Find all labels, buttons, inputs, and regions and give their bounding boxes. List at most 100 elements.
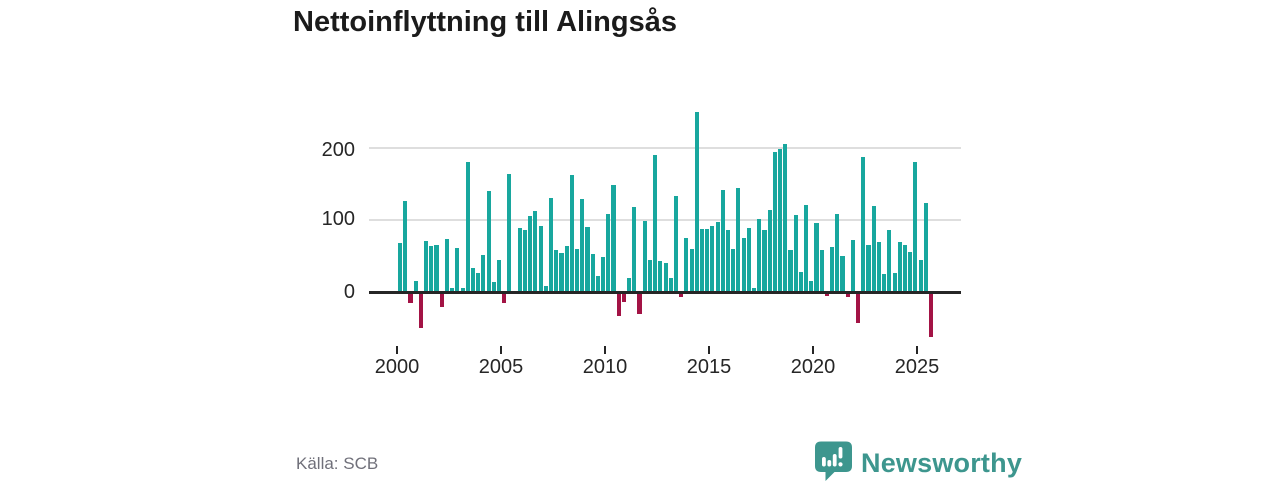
bar [856, 292, 861, 323]
bar [595, 276, 600, 292]
bar [673, 195, 679, 292]
bar [699, 229, 705, 292]
bar [705, 229, 710, 292]
bar [637, 292, 642, 314]
bar [653, 154, 658, 292]
bar [627, 278, 632, 292]
bar [772, 151, 777, 292]
bar [632, 207, 637, 292]
bar [913, 162, 918, 292]
bar [783, 143, 788, 292]
bar [736, 188, 741, 292]
bar [689, 248, 694, 292]
x-axis-label-2025: 2025 [894, 356, 940, 378]
bar [418, 292, 423, 328]
bar [679, 292, 684, 297]
bar [715, 222, 720, 292]
bar [429, 245, 434, 292]
x-tick-2000 [396, 346, 398, 354]
bar [725, 230, 731, 292]
bar [887, 230, 892, 292]
bar [658, 261, 663, 292]
bar [538, 225, 543, 292]
bar [731, 248, 736, 292]
bar [819, 249, 824, 292]
bar [757, 219, 762, 292]
bar [590, 253, 595, 292]
newsworthy-logo-text: Newsworthy [861, 448, 1023, 478]
x-axis-label-2005: 2005 [478, 356, 524, 378]
bar [897, 242, 902, 292]
bar [585, 227, 590, 292]
bar [476, 272, 481, 292]
bar [793, 215, 798, 292]
gridline-100 [369, 219, 961, 221]
bar [767, 209, 772, 292]
bar [486, 190, 491, 292]
newsworthy-logo: Newsworthy [814, 441, 1022, 486]
bar [470, 267, 476, 292]
bar [824, 292, 829, 297]
bar [413, 280, 418, 292]
y-axis-label-200: 200 [321, 139, 355, 161]
bar [720, 189, 725, 292]
bar [642, 220, 647, 292]
bar [902, 245, 908, 292]
bar [481, 254, 486, 292]
bar [580, 199, 585, 292]
bar [840, 256, 845, 292]
bar [866, 245, 871, 292]
bar [850, 240, 855, 292]
bar [871, 205, 876, 292]
bar [575, 248, 580, 292]
gridline-200 [369, 147, 961, 149]
bar [611, 184, 616, 292]
bar [559, 253, 564, 292]
x-tick-2025 [916, 346, 918, 354]
bar [403, 200, 408, 292]
plot-area [369, 95, 961, 395]
bar [616, 292, 621, 316]
bar [528, 216, 533, 292]
bar [522, 230, 528, 292]
bar [741, 238, 746, 292]
bar [647, 260, 652, 292]
bar [564, 245, 569, 292]
x-tick-2015 [708, 346, 710, 354]
bar [517, 227, 522, 292]
speech-bubble-chart-icon [814, 441, 853, 486]
bar [601, 257, 606, 292]
x-axis-label-2010: 2010 [582, 356, 628, 378]
bar [710, 225, 715, 292]
bar [455, 248, 460, 292]
bar [543, 286, 548, 292]
bar [408, 292, 413, 303]
bar [502, 292, 507, 303]
bar [606, 213, 611, 292]
bar [814, 222, 819, 292]
bar [439, 292, 444, 308]
bar [923, 203, 928, 292]
y-axis-label-100: 100 [321, 208, 355, 230]
bar [882, 274, 887, 292]
bar [928, 292, 934, 337]
bar [918, 260, 923, 292]
zero-axis-line [369, 291, 961, 294]
bar [804, 204, 809, 292]
y-axis-label-0: 0 [343, 281, 355, 303]
bar [450, 287, 455, 292]
bar [892, 273, 897, 292]
bar [424, 240, 429, 292]
bar [465, 161, 470, 292]
bar [621, 292, 626, 303]
bar [751, 287, 757, 292]
bar [876, 241, 882, 292]
bar [533, 211, 538, 292]
bar [460, 287, 465, 292]
bar [496, 259, 502, 292]
bar [668, 277, 673, 292]
bar [569, 174, 574, 292]
x-axis-label-2015: 2015 [686, 356, 732, 378]
x-axis-label-2000: 2000 [374, 356, 420, 378]
